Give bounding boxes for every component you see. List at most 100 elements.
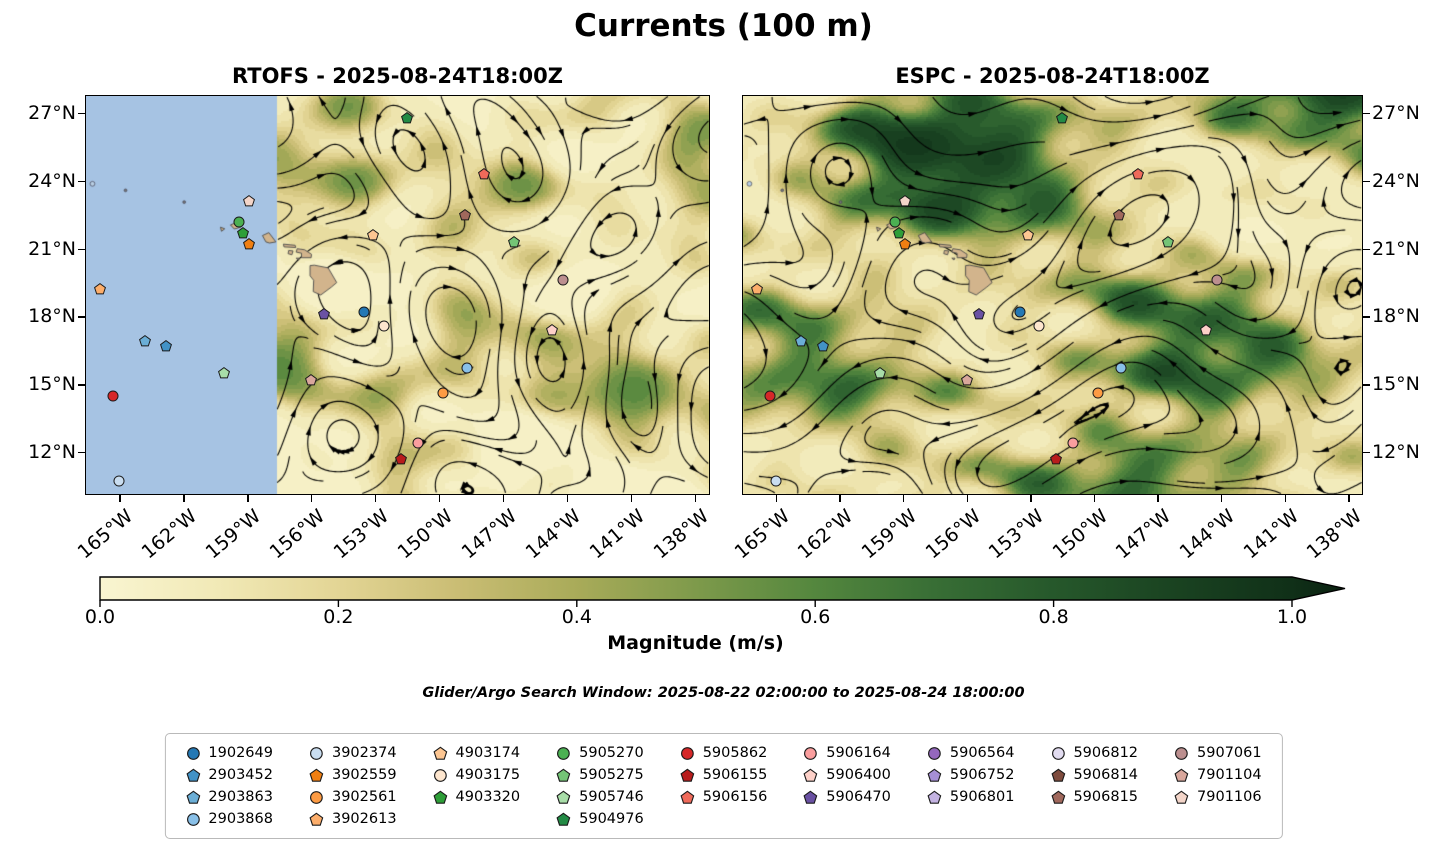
colorbar-label: Magnitude (m/s) <box>607 632 784 654</box>
pentagon-marker-icon <box>927 768 942 782</box>
legend-column: 5906812 5906814 5906815 <box>1050 743 1138 807</box>
float-marker-5906164 <box>1066 437 1079 450</box>
float-marker-4903320 <box>236 226 249 239</box>
legend-label: 3902559 <box>331 767 397 783</box>
float-marker-4903174 <box>366 229 379 242</box>
lon-tick-label: 165°W <box>73 505 138 564</box>
lon-tick-label: 150°W <box>393 505 458 564</box>
legend-label: 2903452 <box>208 767 273 783</box>
float-marker-2903452 <box>816 339 829 352</box>
float-marker-4903175 <box>1032 319 1045 332</box>
lon-tick-label: 156°W <box>921 505 985 564</box>
lon-tick-label: 141°W <box>1239 505 1303 564</box>
figure-title: Currents (100 m) <box>574 8 873 44</box>
float-marker-2903863 <box>138 335 151 348</box>
lat-tick-label: 18°N <box>1372 305 1420 328</box>
float-marker-5906815 <box>458 208 471 221</box>
lat-tick-label: 27°N <box>1372 102 1420 125</box>
float-marker-5905746 <box>873 366 886 379</box>
legend-label: 5906815 <box>1073 789 1139 805</box>
float-marker-2903863 <box>795 335 808 348</box>
legend-label: 3902374 <box>331 745 397 761</box>
legend-label: 5905746 <box>579 789 644 805</box>
lon-tick-label: 162°W <box>794 505 858 564</box>
legend-label: 5906814 <box>1073 767 1139 783</box>
lon-tick-mark <box>1030 495 1032 502</box>
legend-entry-3902559: 3902559 <box>309 765 397 785</box>
lon-tick-label: 144°W <box>1175 505 1240 564</box>
lon-tick-label: 147°W <box>457 505 522 564</box>
circle-marker-icon <box>680 746 694 760</box>
legend-label: 5905275 <box>579 767 644 783</box>
legend-label: 5905270 <box>579 745 644 761</box>
lat-tick-mark <box>78 384 85 386</box>
float-marker-3902559 <box>899 238 912 251</box>
circle-marker-icon <box>1051 746 1065 760</box>
float-marker-layer-espc <box>742 95 1363 495</box>
lon-tick-label: 159°W <box>201 505 266 564</box>
float-marker-3902374 <box>769 475 782 488</box>
pentagon-marker-icon <box>433 790 447 804</box>
lat-tick-label: 18°N <box>28 305 76 328</box>
float-marker-5907061 <box>556 274 569 287</box>
legend-entry-2903452: 2903452 <box>185 765 273 785</box>
legend-column: 5905862 5906155 5906156 <box>680 743 768 807</box>
lon-tick-mark <box>1220 495 1223 502</box>
legend-entry-3902561: 3902561 <box>309 787 397 807</box>
lon-tick-label: 153°W <box>329 505 394 564</box>
lat-tick-mark <box>78 248 85 251</box>
legend-label: 1902649 <box>208 745 273 761</box>
lat-tick-mark <box>78 452 85 454</box>
legend-label: 7901104 <box>1197 767 1262 783</box>
legend-entry-5906470: 5906470 <box>803 787 891 807</box>
legend-entry-4903174: 4903174 <box>433 743 520 763</box>
float-marker-5906156 <box>477 168 490 181</box>
lon-tick-mark <box>119 495 121 502</box>
legend-label: 5906470 <box>826 789 891 805</box>
float-marker-3902561 <box>437 387 450 400</box>
legend-entry-5906164: 5906164 <box>803 743 891 763</box>
legend-entry-5905746: 5905746 <box>556 787 644 807</box>
pentagon-marker-icon <box>309 812 324 826</box>
legend-label: 5906564 <box>949 745 1015 761</box>
float-marker-5906815 <box>1113 208 1126 221</box>
float-marker-5906400 <box>1200 324 1213 337</box>
lon-tick-mark <box>375 495 377 502</box>
legend-label: 3902613 <box>331 811 397 827</box>
float-marker-5904976 <box>1056 111 1069 124</box>
legend-label: 5906164 <box>826 745 891 761</box>
legend-entry-5905862: 5905862 <box>680 743 767 763</box>
lon-tick-mark <box>1348 495 1350 502</box>
circle-marker-icon <box>1175 746 1188 760</box>
float-marker-1902649 <box>358 305 371 318</box>
lon-tick-mark <box>567 495 569 502</box>
circle-marker-icon <box>186 746 200 760</box>
legend-entry-5906814: 5906814 <box>1050 765 1138 785</box>
legend-entry-3902374: 3902374 <box>309 743 397 763</box>
float-marker-7901104 <box>305 373 318 386</box>
legend-label: 4903320 <box>455 789 521 805</box>
lon-tick-label: 141°W <box>585 505 650 564</box>
lon-tick-label: 144°W <box>521 505 586 564</box>
lat-tick-mark <box>1363 316 1370 318</box>
lon-tick-label: 156°W <box>265 505 330 564</box>
float-marker-5905746 <box>217 366 230 379</box>
lon-tick-label: 162°W <box>137 505 202 564</box>
legend-label: 5906156 <box>702 789 768 805</box>
lat-tick-label: 15°N <box>1372 373 1420 396</box>
legend-label: 5906752 <box>949 767 1015 783</box>
legend: 1902649 2903452 2903863 2903868 3902374 39025… <box>164 733 1283 839</box>
legend-entry-5906801: 5906801 <box>927 787 1014 807</box>
float-marker-5906400 <box>546 324 559 337</box>
lat-tick-label: 24°N <box>1372 169 1420 192</box>
lon-tick-mark <box>1284 495 1286 502</box>
legend-label: 2903868 <box>208 811 273 827</box>
lon-tick-mark <box>311 495 313 502</box>
pentagon-marker-icon <box>556 768 571 782</box>
lon-tick-mark <box>503 495 505 502</box>
lat-tick-label: 27°N <box>28 102 76 125</box>
map-canvas-espc <box>742 95 1363 495</box>
float-marker-5905275 <box>507 235 520 248</box>
pentagon-marker-icon <box>1051 768 1065 782</box>
panel-title-rtofs: RTOFS - 2025-08-24T18:00Z <box>232 64 563 88</box>
